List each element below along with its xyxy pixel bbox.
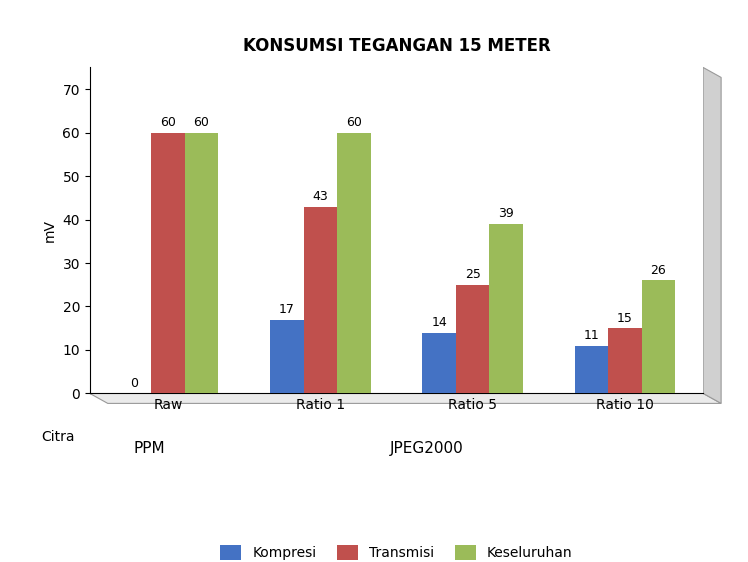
Bar <box>423 333 456 393</box>
Bar <box>304 206 337 393</box>
Bar <box>337 133 370 393</box>
Text: 0: 0 <box>130 377 138 390</box>
Text: 15: 15 <box>617 312 633 325</box>
Text: 39: 39 <box>498 207 514 220</box>
Bar <box>608 328 642 393</box>
Bar <box>574 346 608 393</box>
Text: 17: 17 <box>279 303 295 316</box>
Bar <box>489 224 523 393</box>
Text: 43: 43 <box>313 190 328 203</box>
Text: JPEG2000: JPEG2000 <box>390 441 463 456</box>
Text: 60: 60 <box>346 116 362 129</box>
Text: PPM: PPM <box>134 441 165 456</box>
Text: 14: 14 <box>432 316 447 329</box>
Title: KONSUMSI TEGANGAN 15 METER: KONSUMSI TEGANGAN 15 METER <box>242 37 551 55</box>
Text: Citra: Citra <box>41 430 75 444</box>
Bar <box>456 285 489 393</box>
Text: 60: 60 <box>194 116 209 129</box>
Bar <box>642 280 675 393</box>
Text: 11: 11 <box>583 329 599 342</box>
Y-axis label: mV: mV <box>43 219 57 242</box>
Text: 26: 26 <box>651 264 666 277</box>
Bar <box>185 133 218 393</box>
Bar <box>270 320 304 393</box>
Bar <box>151 133 185 393</box>
Text: 60: 60 <box>160 116 176 129</box>
Text: 25: 25 <box>465 268 480 281</box>
Legend: Kompresi, Transmisi, Keseluruhan: Kompresi, Transmisi, Keseluruhan <box>215 540 578 562</box>
